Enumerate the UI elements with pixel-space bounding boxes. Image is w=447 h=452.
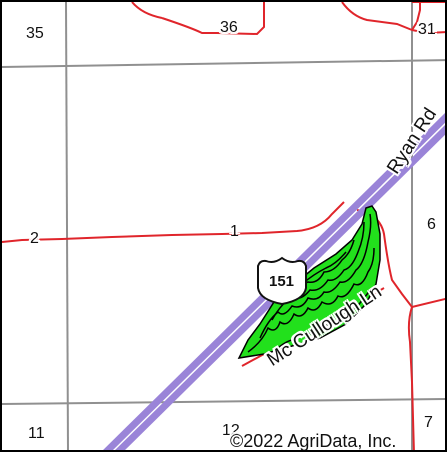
road-line: [241, 353, 265, 367]
section-label-2: 2: [30, 230, 39, 247]
section-line: [2, 59, 445, 68]
contour-line: [291, 287, 373, 343]
road-line: [2, 201, 345, 243]
section-label-31: 31: [418, 21, 436, 38]
road-line: [131, 2, 163, 19]
section-label-11: 11: [28, 425, 45, 442]
section-line: [65, 2, 69, 450]
road-line: [161, 2, 265, 36]
shield-icon: [257, 256, 307, 306]
section-label-7: 7: [424, 414, 433, 431]
contour-lines: [247, 213, 375, 353]
section-label-12: 12: [222, 422, 240, 439]
section-label-35: 35: [26, 25, 44, 42]
road-line: [341, 2, 413, 31]
section-label-36: 36: [220, 19, 238, 36]
road-line: [407, 306, 415, 450]
contour-line: [259, 213, 372, 339]
section-label-1: 1: [230, 223, 239, 240]
section-label-6: 6: [427, 216, 436, 233]
copyright-notice: ©2022 AgriData, Inc.: [230, 431, 397, 451]
section-line: [2, 398, 445, 405]
contour-line: [277, 338, 299, 349]
highway-shield-number: 151: [269, 273, 295, 290]
highway-shield: [257, 256, 307, 306]
contour-line: [301, 251, 347, 285]
road-line: [411, 29, 445, 35]
road-line: [411, 2, 421, 31]
contour-line: [247, 247, 375, 353]
